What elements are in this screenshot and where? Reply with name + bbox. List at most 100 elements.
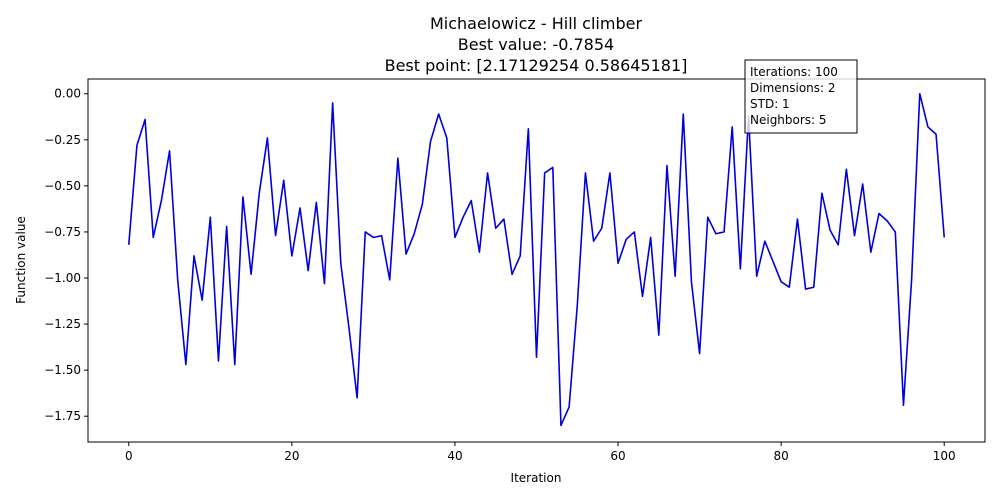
data-point	[471, 200, 472, 201]
series-layer	[127, 92, 946, 427]
data-point	[887, 220, 888, 221]
data-point	[577, 305, 578, 306]
series-line-0	[127, 92, 946, 427]
chart-title-line-1: Michaelowicz - Hill climber	[430, 14, 642, 33]
data-point	[536, 357, 537, 358]
data-point	[145, 119, 146, 120]
data-point	[226, 226, 227, 227]
x-axis-ticks: 0 20 40 60 80 100	[125, 442, 956, 463]
data-point	[838, 244, 839, 245]
data-point	[609, 172, 610, 173]
data-point	[756, 276, 757, 277]
y-tick-label: −1.00	[44, 271, 81, 285]
data-point	[251, 274, 252, 275]
data-point	[683, 114, 684, 115]
info-box-frame	[744, 59, 858, 134]
data-point	[878, 213, 879, 214]
data-point	[185, 364, 186, 365]
data-point	[797, 219, 798, 220]
data-point	[658, 335, 659, 336]
data-point	[569, 406, 570, 407]
data-point	[316, 202, 317, 203]
data-point	[503, 219, 504, 220]
x-axis-label: Iteration	[511, 471, 562, 485]
y-tick-label: 0.00	[54, 87, 81, 101]
data-point	[724, 231, 725, 232]
data-point	[332, 102, 333, 103]
data-point	[936, 134, 937, 135]
data-point	[454, 237, 455, 238]
data-point	[805, 289, 806, 290]
y-axis-ticks: 0.00 −0.25 −0.50 −0.75 −1.00 −1.25 −1.50 −1.75	[44, 87, 88, 423]
info-box: Iterations: 100 Dimensions: 2 STD: 1 Nei…	[744, 59, 858, 134]
data-point	[585, 172, 586, 173]
data-point	[781, 281, 782, 282]
chart-title-line-2: Best value: -0.7854	[458, 35, 614, 54]
data-point	[446, 137, 447, 138]
data-point	[128, 244, 129, 245]
data-point	[422, 204, 423, 205]
data-point	[406, 254, 407, 255]
data-point	[593, 241, 594, 242]
data-point	[772, 261, 773, 262]
y-tick-label: −1.75	[44, 409, 81, 423]
data-point	[324, 283, 325, 284]
data-point	[218, 360, 219, 361]
data-point	[487, 172, 488, 173]
data-point	[927, 126, 928, 127]
x-tick-label: 80	[773, 449, 788, 463]
data-point	[438, 114, 439, 115]
plot-area-frame	[87, 78, 986, 443]
data-point	[764, 241, 765, 242]
data-point	[520, 255, 521, 256]
data-point	[944, 237, 945, 238]
data-point	[300, 207, 301, 208]
data-point	[210, 217, 211, 218]
data-point	[463, 217, 464, 218]
data-point	[870, 252, 871, 253]
data-point	[919, 93, 920, 94]
data-point	[528, 128, 529, 129]
x-tick-label: 20	[284, 449, 299, 463]
data-point	[911, 279, 912, 280]
x-tick-label: 0	[125, 449, 133, 463]
data-point	[862, 184, 863, 185]
data-point	[740, 268, 741, 269]
data-point	[495, 228, 496, 229]
data-point	[650, 237, 651, 238]
data-point	[854, 235, 855, 236]
data-point	[373, 237, 374, 238]
data-point	[903, 405, 904, 406]
info-std: STD: 1	[750, 97, 790, 111]
data-point	[308, 270, 309, 271]
data-point	[895, 231, 896, 232]
data-point	[202, 300, 203, 301]
data-point	[691, 281, 692, 282]
data-point	[153, 237, 154, 238]
data-point	[789, 287, 790, 288]
data-point	[397, 158, 398, 159]
data-point	[389, 279, 390, 280]
data-point	[618, 263, 619, 264]
data-point	[601, 228, 602, 229]
data-point	[381, 235, 382, 236]
y-tick-label: −1.50	[44, 363, 81, 377]
data-point	[626, 239, 627, 240]
data-point	[430, 141, 431, 142]
data-point	[242, 196, 243, 197]
data-point	[846, 169, 847, 170]
data-point	[666, 165, 667, 166]
data-point	[365, 231, 366, 232]
data-point	[512, 274, 513, 275]
data-point	[830, 230, 831, 231]
data-point	[479, 252, 480, 253]
data-point	[552, 167, 553, 168]
data-point	[732, 126, 733, 127]
x-tick-label: 60	[610, 449, 625, 463]
data-point	[414, 233, 415, 234]
data-point	[161, 200, 162, 201]
y-tick-label: −0.25	[44, 133, 81, 147]
data-point	[348, 327, 349, 328]
data-point	[821, 193, 822, 194]
